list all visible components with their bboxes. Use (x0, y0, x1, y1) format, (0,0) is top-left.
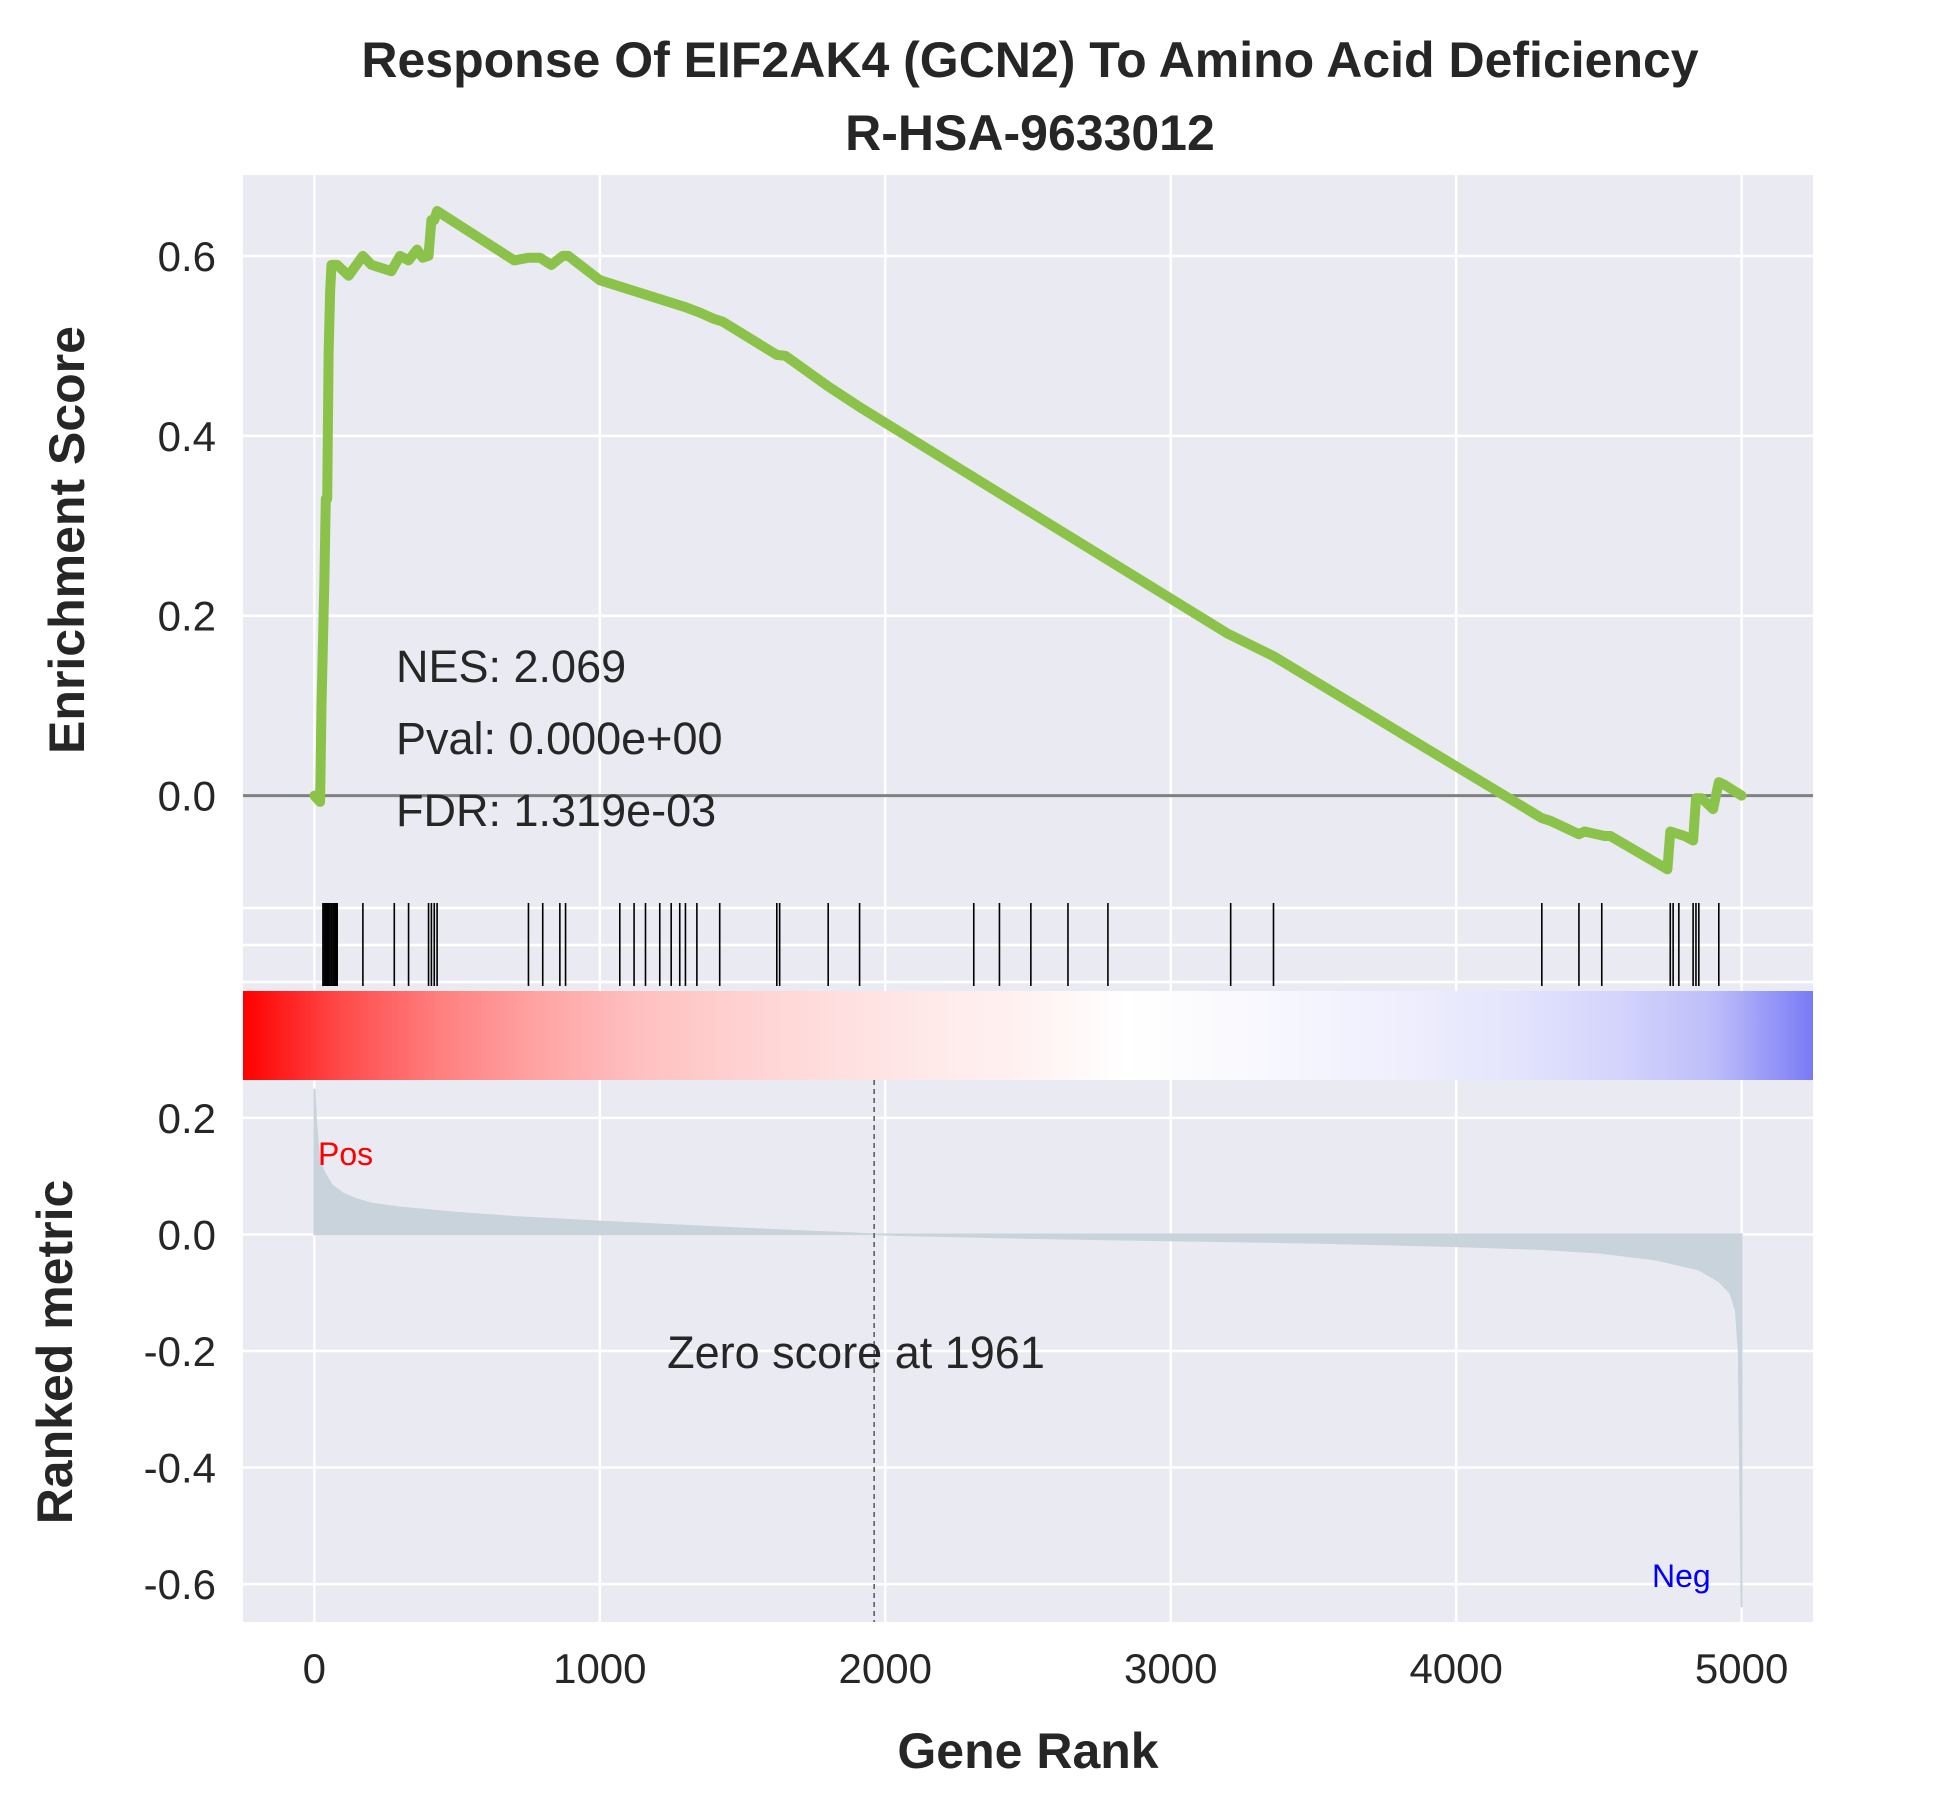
nes-annotation: NES: 2.069 (396, 641, 626, 692)
x-tick-label: 3000 (1124, 1645, 1217, 1692)
rm-ytick-label: -0.4 (144, 1445, 216, 1492)
zero-score-label: Zero score at 1961 (667, 1327, 1045, 1378)
heatmap-bar (243, 991, 1813, 1080)
x-tick-label: 4000 (1409, 1645, 1502, 1692)
hits-panel (243, 899, 1813, 991)
x-tick-label: 2000 (839, 1645, 932, 1692)
ranked-metric-area (313, 1088, 1743, 1608)
enrichment-panel: NES: 2.069 Pval: 0.000e+00 FDR: 1.319e-0… (39, 175, 1813, 899)
x-axis-label: Gene Rank (897, 1723, 1158, 1779)
rank-heatmap (243, 991, 1813, 1080)
ranked-metric-ylabel: Ranked metric (27, 1180, 83, 1525)
x-tick-label: 1000 (553, 1645, 646, 1692)
ranked-metric-panel: Zero score at 1961 Pos Neg 0.2 0.0 -0.2 -0.… (27, 1080, 1813, 1622)
chart-subtitle: R-HSA-9633012 (845, 105, 1215, 161)
rm-ytick-label: 0.2 (158, 1095, 216, 1142)
es-ytick-label: 0.6 (158, 233, 216, 280)
chart-title: Response Of EIF2AK4 (GCN2) To Amino Acid… (361, 32, 1698, 88)
es-ytick-label: 0.4 (158, 413, 216, 460)
fdr-annotation: FDR: 1.319e-03 (396, 785, 716, 836)
neg-label: Neg (1652, 1558, 1711, 1594)
x-tick-label: 5000 (1695, 1645, 1788, 1692)
pos-label: Pos (318, 1136, 373, 1172)
es-ytick-label: 0.0 (158, 773, 216, 820)
rm-ytick-label: -0.2 (144, 1328, 216, 1375)
pval-annotation: Pval: 0.000e+00 (396, 713, 723, 764)
enrichment-ylabel: Enrichment Score (39, 326, 95, 754)
enrichment-score-line (309, 206, 1747, 875)
rm-ytick-label: -0.6 (144, 1561, 216, 1608)
rm-ytick-label: 0.0 (158, 1211, 216, 1258)
es-ytick-label: 0.2 (158, 593, 216, 640)
x-tick-label: 0 (303, 1645, 326, 1692)
enrichment-panel-background (243, 175, 1813, 899)
